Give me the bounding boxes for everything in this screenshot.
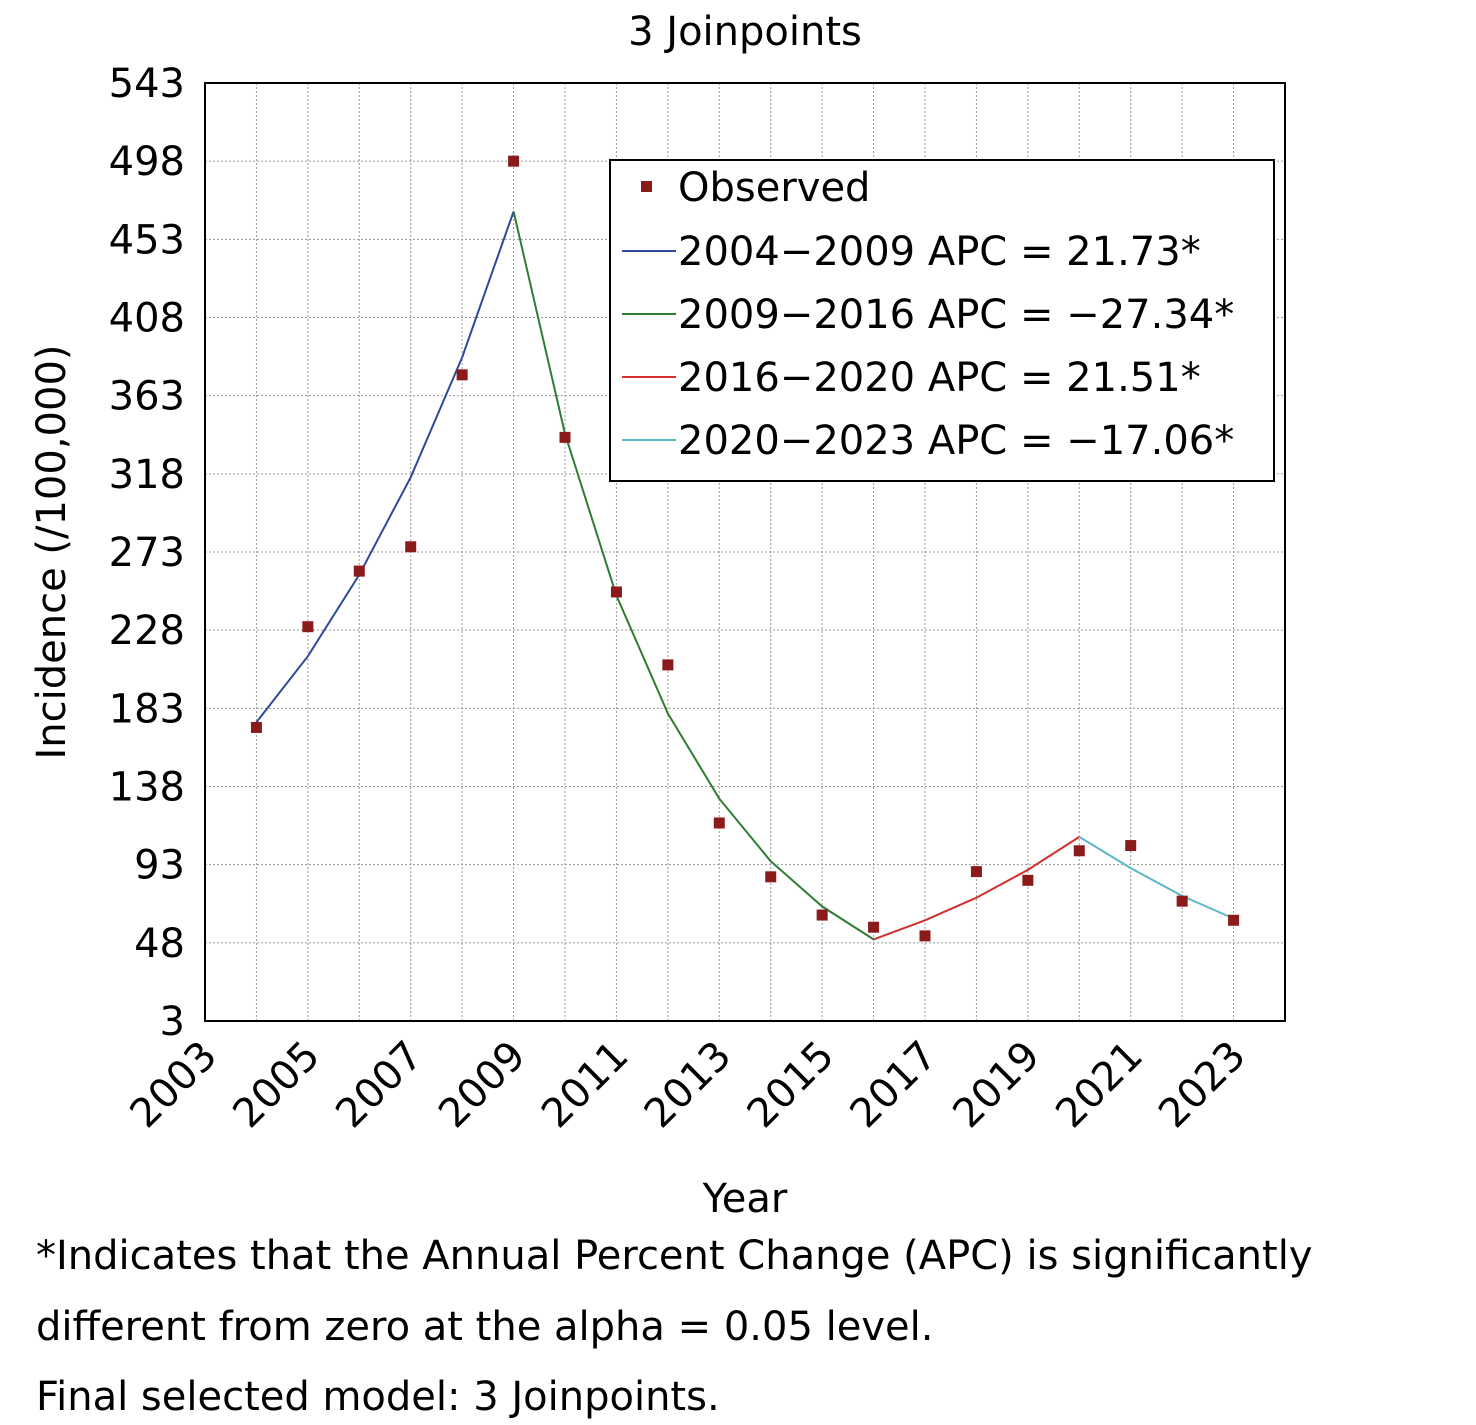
y-tick-label: 228 (109, 608, 185, 654)
plot-frame (204, 82, 1286, 1022)
x-tick-label: 2007 (327, 1033, 432, 1138)
y-tick-label: 138 (109, 765, 185, 811)
y-tick-label: 498 (109, 139, 185, 185)
observed-point (250, 721, 262, 733)
observed-point (559, 431, 571, 443)
x-tick-labels: 2003200520072009201120132015201720192021… (122, 1033, 1255, 1138)
x-tick-label: 2017 (842, 1033, 947, 1138)
observed-point (1073, 845, 1085, 857)
x-tick-label: 2003 (122, 1033, 227, 1138)
observed-point (405, 541, 417, 553)
x-tick-label: 2019 (944, 1033, 1049, 1138)
observed-point (970, 866, 982, 878)
x-tick-label: 2009 (430, 1033, 535, 1138)
segment-line-4 (1078, 836, 1235, 920)
chart-title: 3 Joinpoints (628, 9, 862, 55)
y-tick-labels: 3 48 93 138 183 228 273 318 363 408 453 498 543 (109, 61, 185, 1045)
footnote-alpha: different from zero at the alpha = 0.05 … (36, 1304, 934, 1350)
y-axis-label: Incidence (/100,000) (29, 344, 75, 759)
x-tick-label: 2005 (224, 1033, 329, 1138)
y-tick-label: 543 (109, 61, 185, 107)
observed-point (353, 565, 365, 577)
observed-point (713, 817, 725, 829)
y-tick-label: 408 (109, 296, 185, 342)
segment-line-2 (512, 211, 875, 941)
observed-point (765, 871, 777, 883)
segment-line-1 (255, 211, 515, 723)
observed-point (919, 930, 931, 942)
y-tick-label: 48 (134, 921, 185, 967)
observed-point (302, 621, 314, 633)
footnote-final-model: Final selected model: 3 Joinpoints. (36, 1374, 720, 1420)
x-tick-label: 2011 (533, 1033, 638, 1138)
fitted-segments (255, 211, 1235, 941)
legend-label-2: 2009−2016 APC = −27.34* (678, 292, 1234, 338)
x-axis-label: Year (702, 1176, 788, 1222)
observed-point (610, 586, 622, 598)
y-tick-label: 363 (109, 374, 185, 420)
observed-point (508, 155, 520, 167)
x-tick-label: 2015 (739, 1033, 844, 1138)
y-tick-label: 453 (109, 217, 185, 263)
legend-label-1: 2004−2009 APC = 21.73* (678, 229, 1201, 275)
footnote-significance: *Indicates that the Annual Percent Chang… (36, 1233, 1313, 1279)
y-tick-label: 93 (134, 843, 185, 889)
observed-point (1125, 840, 1137, 852)
y-tick-label: 273 (109, 530, 185, 576)
segment-line-3 (873, 836, 1080, 941)
observed-points (250, 155, 1240, 942)
x-tick-label: 2021 (1047, 1033, 1152, 1138)
y-tick-label: 3 (160, 999, 185, 1045)
observed-point (1176, 895, 1188, 907)
y-tick-label: 318 (109, 452, 185, 498)
legend: Observed 2004−2009 APC = 21.73* 2009−2016 … (609, 159, 1275, 482)
y-tick-label: 183 (109, 686, 185, 732)
legend-label-4: 2020−2023 APC = −17.06* (678, 418, 1234, 464)
legend-label-3: 2016−2020 APC = 21.51* (678, 355, 1201, 401)
legend-observed-label: Observed (678, 165, 870, 211)
observed-point (456, 369, 468, 381)
observed-point (1022, 874, 1034, 886)
x-tick-label: 2013 (636, 1033, 741, 1138)
observed-point (1228, 914, 1240, 926)
observed-point (662, 659, 674, 671)
legend-observed-marker (641, 181, 652, 192)
x-tick-label: 2023 (1150, 1033, 1255, 1138)
joinpoint-chart: 3 Joinpoints 3 48 93 138 183 228 273 318 363 408 4… (29, 9, 1286, 1222)
observed-point (816, 909, 828, 921)
observed-point (868, 921, 880, 933)
legend-box (609, 159, 1275, 482)
